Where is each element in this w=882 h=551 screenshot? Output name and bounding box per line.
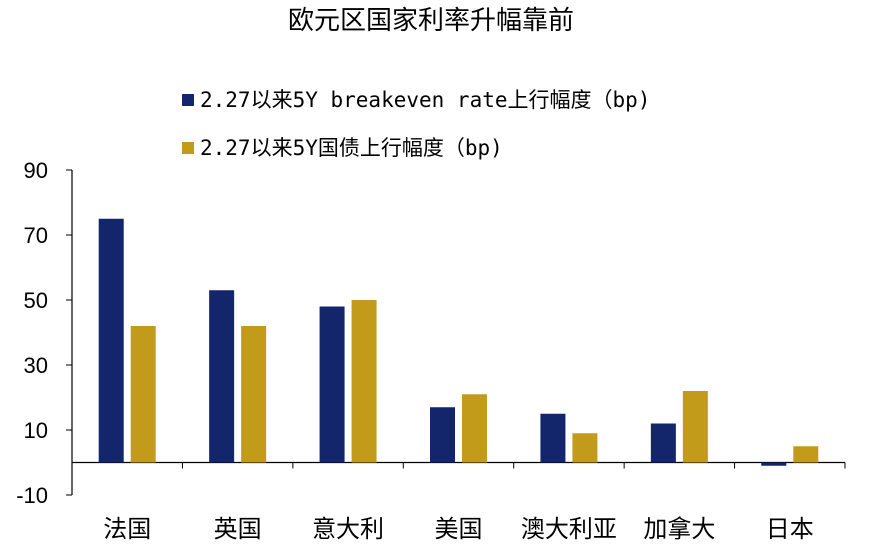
legend-label: 2.27以来5Y breakeven rate上行幅度（bp) <box>200 88 650 112</box>
x-tick-label: 日本 <box>766 515 814 543</box>
bar-series-1-3 <box>319 306 345 463</box>
bar-series-2-3 <box>351 300 377 463</box>
y-tick-label: 30 <box>24 353 48 378</box>
chart-title: 欧元区国家利率升幅靠前 <box>288 6 574 36</box>
x-tick-label: 澳大利亚 <box>521 515 617 543</box>
bar-series-1-1 <box>98 218 124 463</box>
tick-labels: 90 70 50 30 10 -10 法国 英国 意大利 美国 澳大利亚 加拿大 日本 <box>16 158 814 543</box>
axes <box>66 169 846 496</box>
legend-swatch <box>182 94 194 106</box>
bar-series-2-5 <box>572 433 598 463</box>
bar-series-2-7 <box>793 446 819 463</box>
x-tick-label: 法国 <box>103 515 151 543</box>
bar-series-1-4 <box>430 407 455 463</box>
bar-series-2-4 <box>462 394 487 463</box>
y-tick-label: 70 <box>24 223 48 248</box>
bars <box>98 218 819 466</box>
legend: 2.27以来5Y breakeven rate上行幅度（bp) 2.27以来5Y国… <box>182 88 650 160</box>
legend-swatch <box>182 142 194 154</box>
bar-series-2-1 <box>130 326 156 463</box>
bar-series-2-6 <box>682 391 708 463</box>
x-tick-label: 加拿大 <box>643 515 715 543</box>
y-tick-label: 10 <box>24 418 48 443</box>
y-tick-label: 90 <box>24 158 48 183</box>
legend-label: 2.27以来5Y国债上行幅度（bp) <box>200 136 503 160</box>
bar-series-2-2 <box>241 326 267 463</box>
bar-series-1-2 <box>209 290 235 463</box>
x-tick-label: 美国 <box>435 515 483 543</box>
y-tick-label: -10 <box>16 483 48 508</box>
bar-series-1-5 <box>540 413 566 463</box>
bar-series-1-7 <box>761 462 787 466</box>
x-tick-label: 英国 <box>214 515 262 543</box>
x-tick-label: 意大利 <box>312 515 384 543</box>
y-tick-label: 50 <box>24 288 48 313</box>
bar-series-1-6 <box>650 423 676 463</box>
